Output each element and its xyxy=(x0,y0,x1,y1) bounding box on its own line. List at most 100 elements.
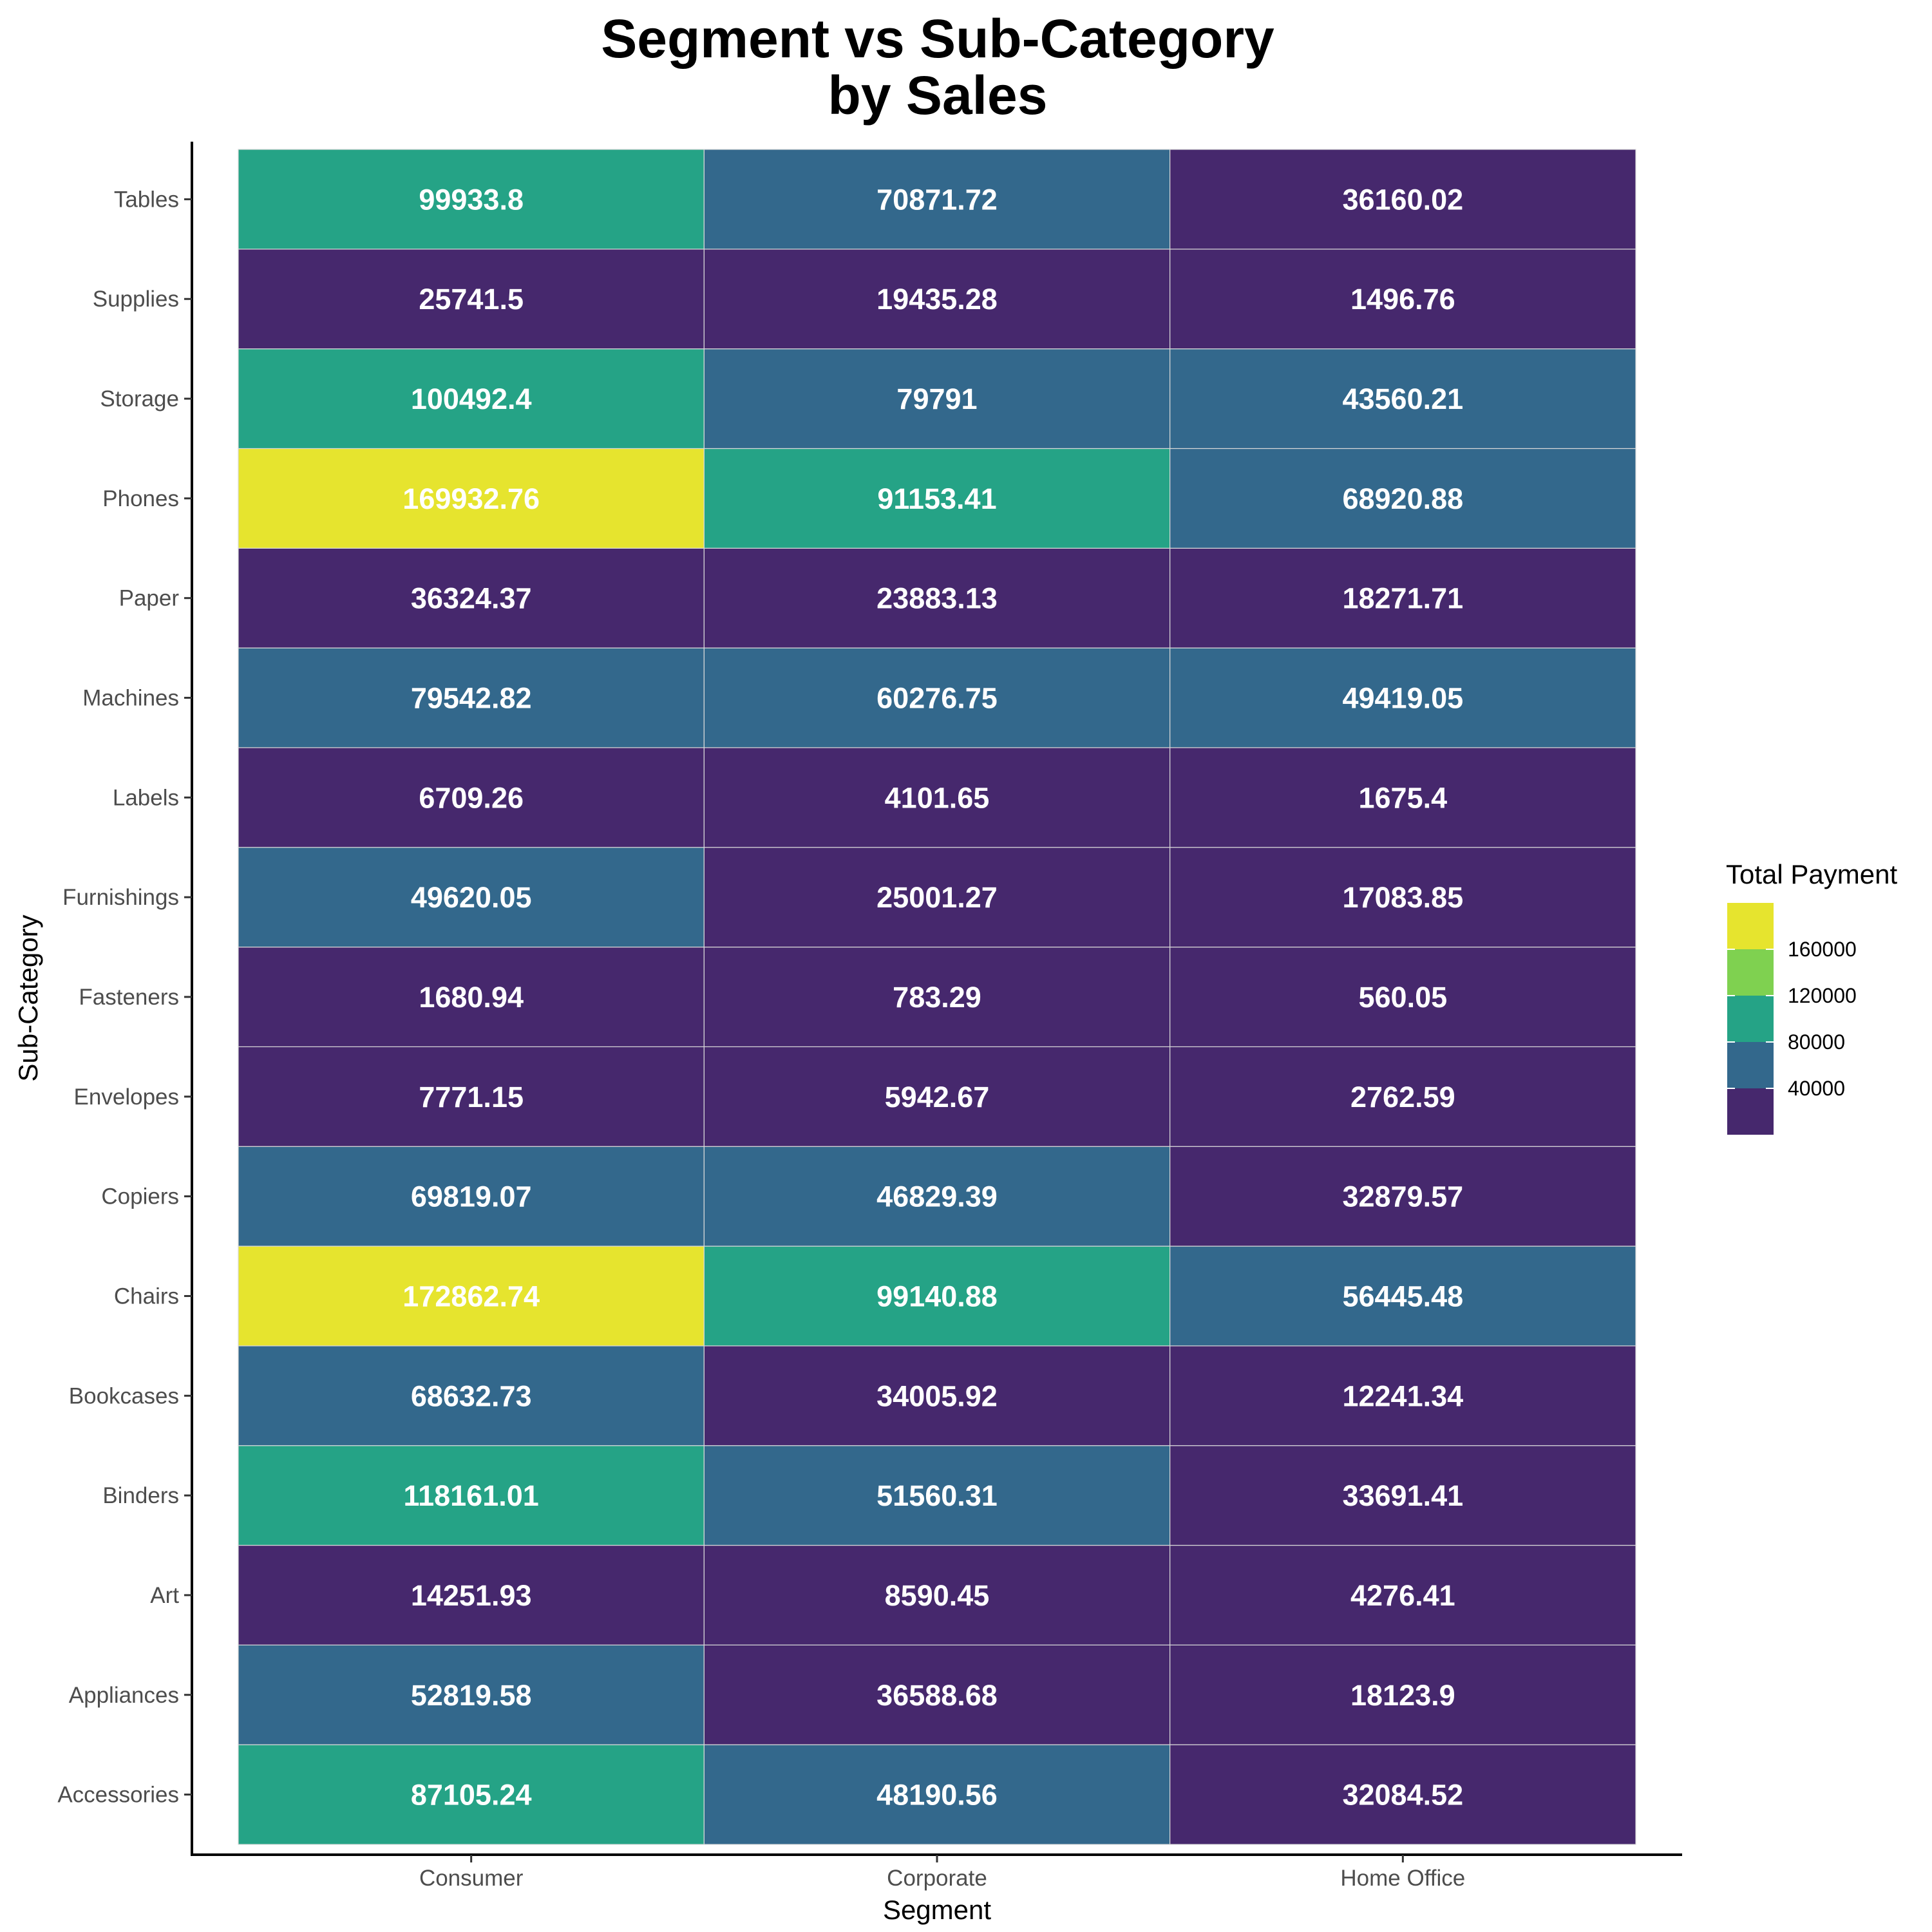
cell-value-label: 14251.93 xyxy=(411,1579,532,1612)
heatmap-cell xyxy=(1170,1744,1636,1845)
legend-labels: 40000 80000 120000 160000 xyxy=(1788,938,1857,1100)
legend-break-label: 160000 xyxy=(1788,938,1857,961)
heatmap-cell xyxy=(703,1146,1171,1247)
heatmap-cell xyxy=(238,547,705,649)
cell-value-label: 560.05 xyxy=(1359,981,1448,1014)
heatmap-cell xyxy=(703,249,1171,350)
legend-swatch xyxy=(1727,996,1774,1042)
legend-title: Total Payment xyxy=(1726,859,1897,889)
y-tick-label: Chairs xyxy=(114,1283,179,1309)
cell-value-label: 18271.71 xyxy=(1342,582,1463,615)
cell-value-label: 36324.37 xyxy=(411,582,532,615)
cell-value-label: 91153.41 xyxy=(877,482,996,515)
cell-value-label: 68920.88 xyxy=(1342,482,1463,515)
heatmap-cell xyxy=(1170,1046,1636,1147)
heatmap-cell xyxy=(703,747,1171,848)
heatmap-cells xyxy=(238,149,1636,1845)
cell-value-label: 99933.8 xyxy=(419,183,524,216)
heatmap-cell xyxy=(238,847,705,948)
cell-value-label: 169932.76 xyxy=(402,482,540,515)
x-tick-label: Home Office xyxy=(1340,1866,1465,1891)
cell-value-label: 87105.24 xyxy=(411,1779,532,1812)
heatmap-cell xyxy=(703,847,1171,948)
y-tick-label: Tables xyxy=(114,187,179,212)
y-ticks: Accessories Appliances Art Binders Bookcases… xyxy=(57,187,192,1808)
y-tick-label: Fasteners xyxy=(79,985,179,1010)
heatmap-cell xyxy=(703,647,1171,748)
x-ticks: Consumer Corporate Home Office xyxy=(419,1855,1465,1891)
cell-value-label: 51560.31 xyxy=(876,1479,998,1512)
legend-swatch xyxy=(1727,903,1774,949)
heatmap-cell xyxy=(703,1245,1171,1347)
cell-value-label: 60276.75 xyxy=(876,682,998,715)
y-tick-label: Art xyxy=(150,1583,179,1608)
cell-value-label: 17083.85 xyxy=(1342,881,1463,914)
heatmap-cell xyxy=(1170,847,1636,948)
legend-swatches xyxy=(1727,903,1774,1135)
legend: Total Payment 40000 80000 120000 160000 xyxy=(1726,859,1897,1135)
y-tick-label: Binders xyxy=(102,1483,179,1508)
y-tick-label: Envelopes xyxy=(74,1084,179,1110)
y-tick-label: Phones xyxy=(102,486,179,511)
cell-value-label: 49419.05 xyxy=(1342,682,1463,715)
cell-value-label: 56445.48 xyxy=(1342,1280,1463,1312)
legend-swatch xyxy=(1727,1042,1774,1088)
cell-value-label: 48190.56 xyxy=(876,1779,998,1812)
cell-value-label: 118161.01 xyxy=(404,1479,539,1512)
legend-break-label: 80000 xyxy=(1788,1030,1845,1054)
legend-break-label: 120000 xyxy=(1788,984,1857,1007)
y-tick-label: Appliances xyxy=(69,1683,179,1708)
heatmap-cell xyxy=(703,1544,1171,1645)
cell-value-label: 79791 xyxy=(896,383,977,415)
y-tick-label: Paper xyxy=(119,586,180,611)
cell-value-label: 4276.41 xyxy=(1350,1579,1455,1612)
cell-value-label: 33691.41 xyxy=(1342,1479,1463,1512)
heatmap-cell xyxy=(238,348,705,450)
cell-value-label: 32879.57 xyxy=(1342,1180,1463,1213)
heatmap-cell xyxy=(238,1146,705,1247)
cell-value-label: 25001.27 xyxy=(876,881,998,914)
cell-value-label: 19435.28 xyxy=(876,283,998,316)
cell-value-label: 6709.26 xyxy=(419,781,524,814)
heatmap-cell-labels: 87105.24 48190.56 32084.52 52819.58 36588.68… xyxy=(402,183,1463,1811)
heatmap-cell xyxy=(1170,1544,1636,1645)
heatmap-cell xyxy=(1170,1146,1636,1247)
heatmap-cell xyxy=(238,1445,705,1546)
cell-value-label: 99140.88 xyxy=(876,1280,998,1312)
heatmap-cell xyxy=(703,149,1171,250)
heatmap-cell xyxy=(238,647,705,748)
cell-value-label: 8590.45 xyxy=(885,1579,990,1612)
cell-value-label: 43560.21 xyxy=(1342,383,1463,415)
heatmap-cell xyxy=(1170,149,1636,250)
y-tick-label: Furnishings xyxy=(62,885,179,910)
heatmap-cell xyxy=(238,1744,705,1845)
heatmap-cell xyxy=(238,149,705,250)
heatmap-cell xyxy=(238,448,705,549)
legend-swatch xyxy=(1727,1088,1774,1135)
cell-value-label: 68632.73 xyxy=(411,1379,532,1412)
cell-value-label: 1680.94 xyxy=(419,981,524,1014)
heatmap-cell xyxy=(703,448,1171,549)
cell-value-label: 36588.68 xyxy=(876,1679,998,1712)
cell-value-label: 49620.05 xyxy=(411,881,532,914)
heatmap-cell xyxy=(238,1345,705,1446)
cell-value-label: 36160.02 xyxy=(1342,183,1463,216)
heatmap-cell xyxy=(1170,1644,1636,1745)
y-tick-label: Labels xyxy=(113,785,179,810)
cell-value-label: 32084.52 xyxy=(1342,1779,1463,1812)
legend-break-label: 40000 xyxy=(1788,1077,1845,1100)
y-tick-label: Supplies xyxy=(93,287,179,312)
heatmap-cell xyxy=(1170,348,1636,450)
legend-swatch xyxy=(1727,949,1774,996)
y-tick-label: Machines xyxy=(82,686,179,711)
cell-value-label: 25741.5 xyxy=(419,283,524,316)
cell-value-label: 5942.67 xyxy=(885,1081,990,1113)
y-tick-label: Bookcases xyxy=(69,1383,179,1408)
heatmap-cell xyxy=(1170,547,1636,649)
heatmap-cell xyxy=(238,946,705,1048)
y-axis-title: Sub-Category xyxy=(13,914,43,1081)
cell-value-label: 52819.58 xyxy=(411,1679,532,1712)
x-tick-label: Consumer xyxy=(419,1866,524,1891)
heatmap-cell xyxy=(703,1644,1171,1745)
